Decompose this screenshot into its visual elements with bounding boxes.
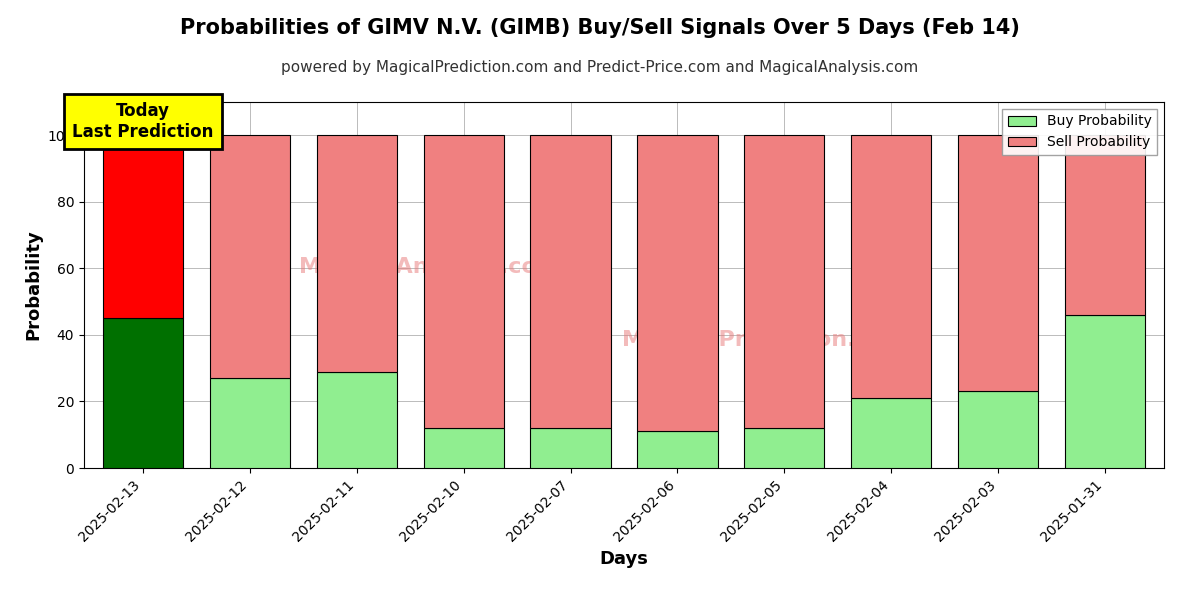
Bar: [637, 135, 718, 431]
Bar: [103, 318, 182, 468]
Bar: [958, 391, 1038, 468]
Bar: [210, 378, 290, 468]
Bar: [851, 398, 931, 468]
Text: Probabilities of GIMV N.V. (GIMB) Buy/Sell Signals Over 5 Days (Feb 14): Probabilities of GIMV N.V. (GIMB) Buy/Se…: [180, 18, 1020, 38]
Text: MagicalAnalysis.com: MagicalAnalysis.com: [299, 257, 560, 277]
Y-axis label: Probability: Probability: [24, 230, 42, 340]
Bar: [744, 428, 824, 468]
X-axis label: Days: Days: [600, 550, 648, 568]
Bar: [424, 135, 504, 428]
Legend: Buy Probability, Sell Probability: Buy Probability, Sell Probability: [1002, 109, 1157, 155]
Bar: [317, 371, 397, 468]
Bar: [637, 431, 718, 468]
Bar: [530, 135, 611, 428]
Bar: [317, 135, 397, 371]
Bar: [103, 135, 182, 318]
Bar: [424, 428, 504, 468]
Bar: [210, 135, 290, 378]
Bar: [744, 135, 824, 428]
Bar: [958, 135, 1038, 391]
Bar: [1066, 135, 1145, 315]
Bar: [1066, 315, 1145, 468]
Bar: [530, 428, 611, 468]
Bar: [851, 135, 931, 398]
Text: MagicalPrediction.com: MagicalPrediction.com: [622, 330, 907, 350]
Text: Today
Last Prediction: Today Last Prediction: [72, 102, 214, 141]
Text: powered by MagicalPrediction.com and Predict-Price.com and MagicalAnalysis.com: powered by MagicalPrediction.com and Pre…: [281, 60, 919, 75]
